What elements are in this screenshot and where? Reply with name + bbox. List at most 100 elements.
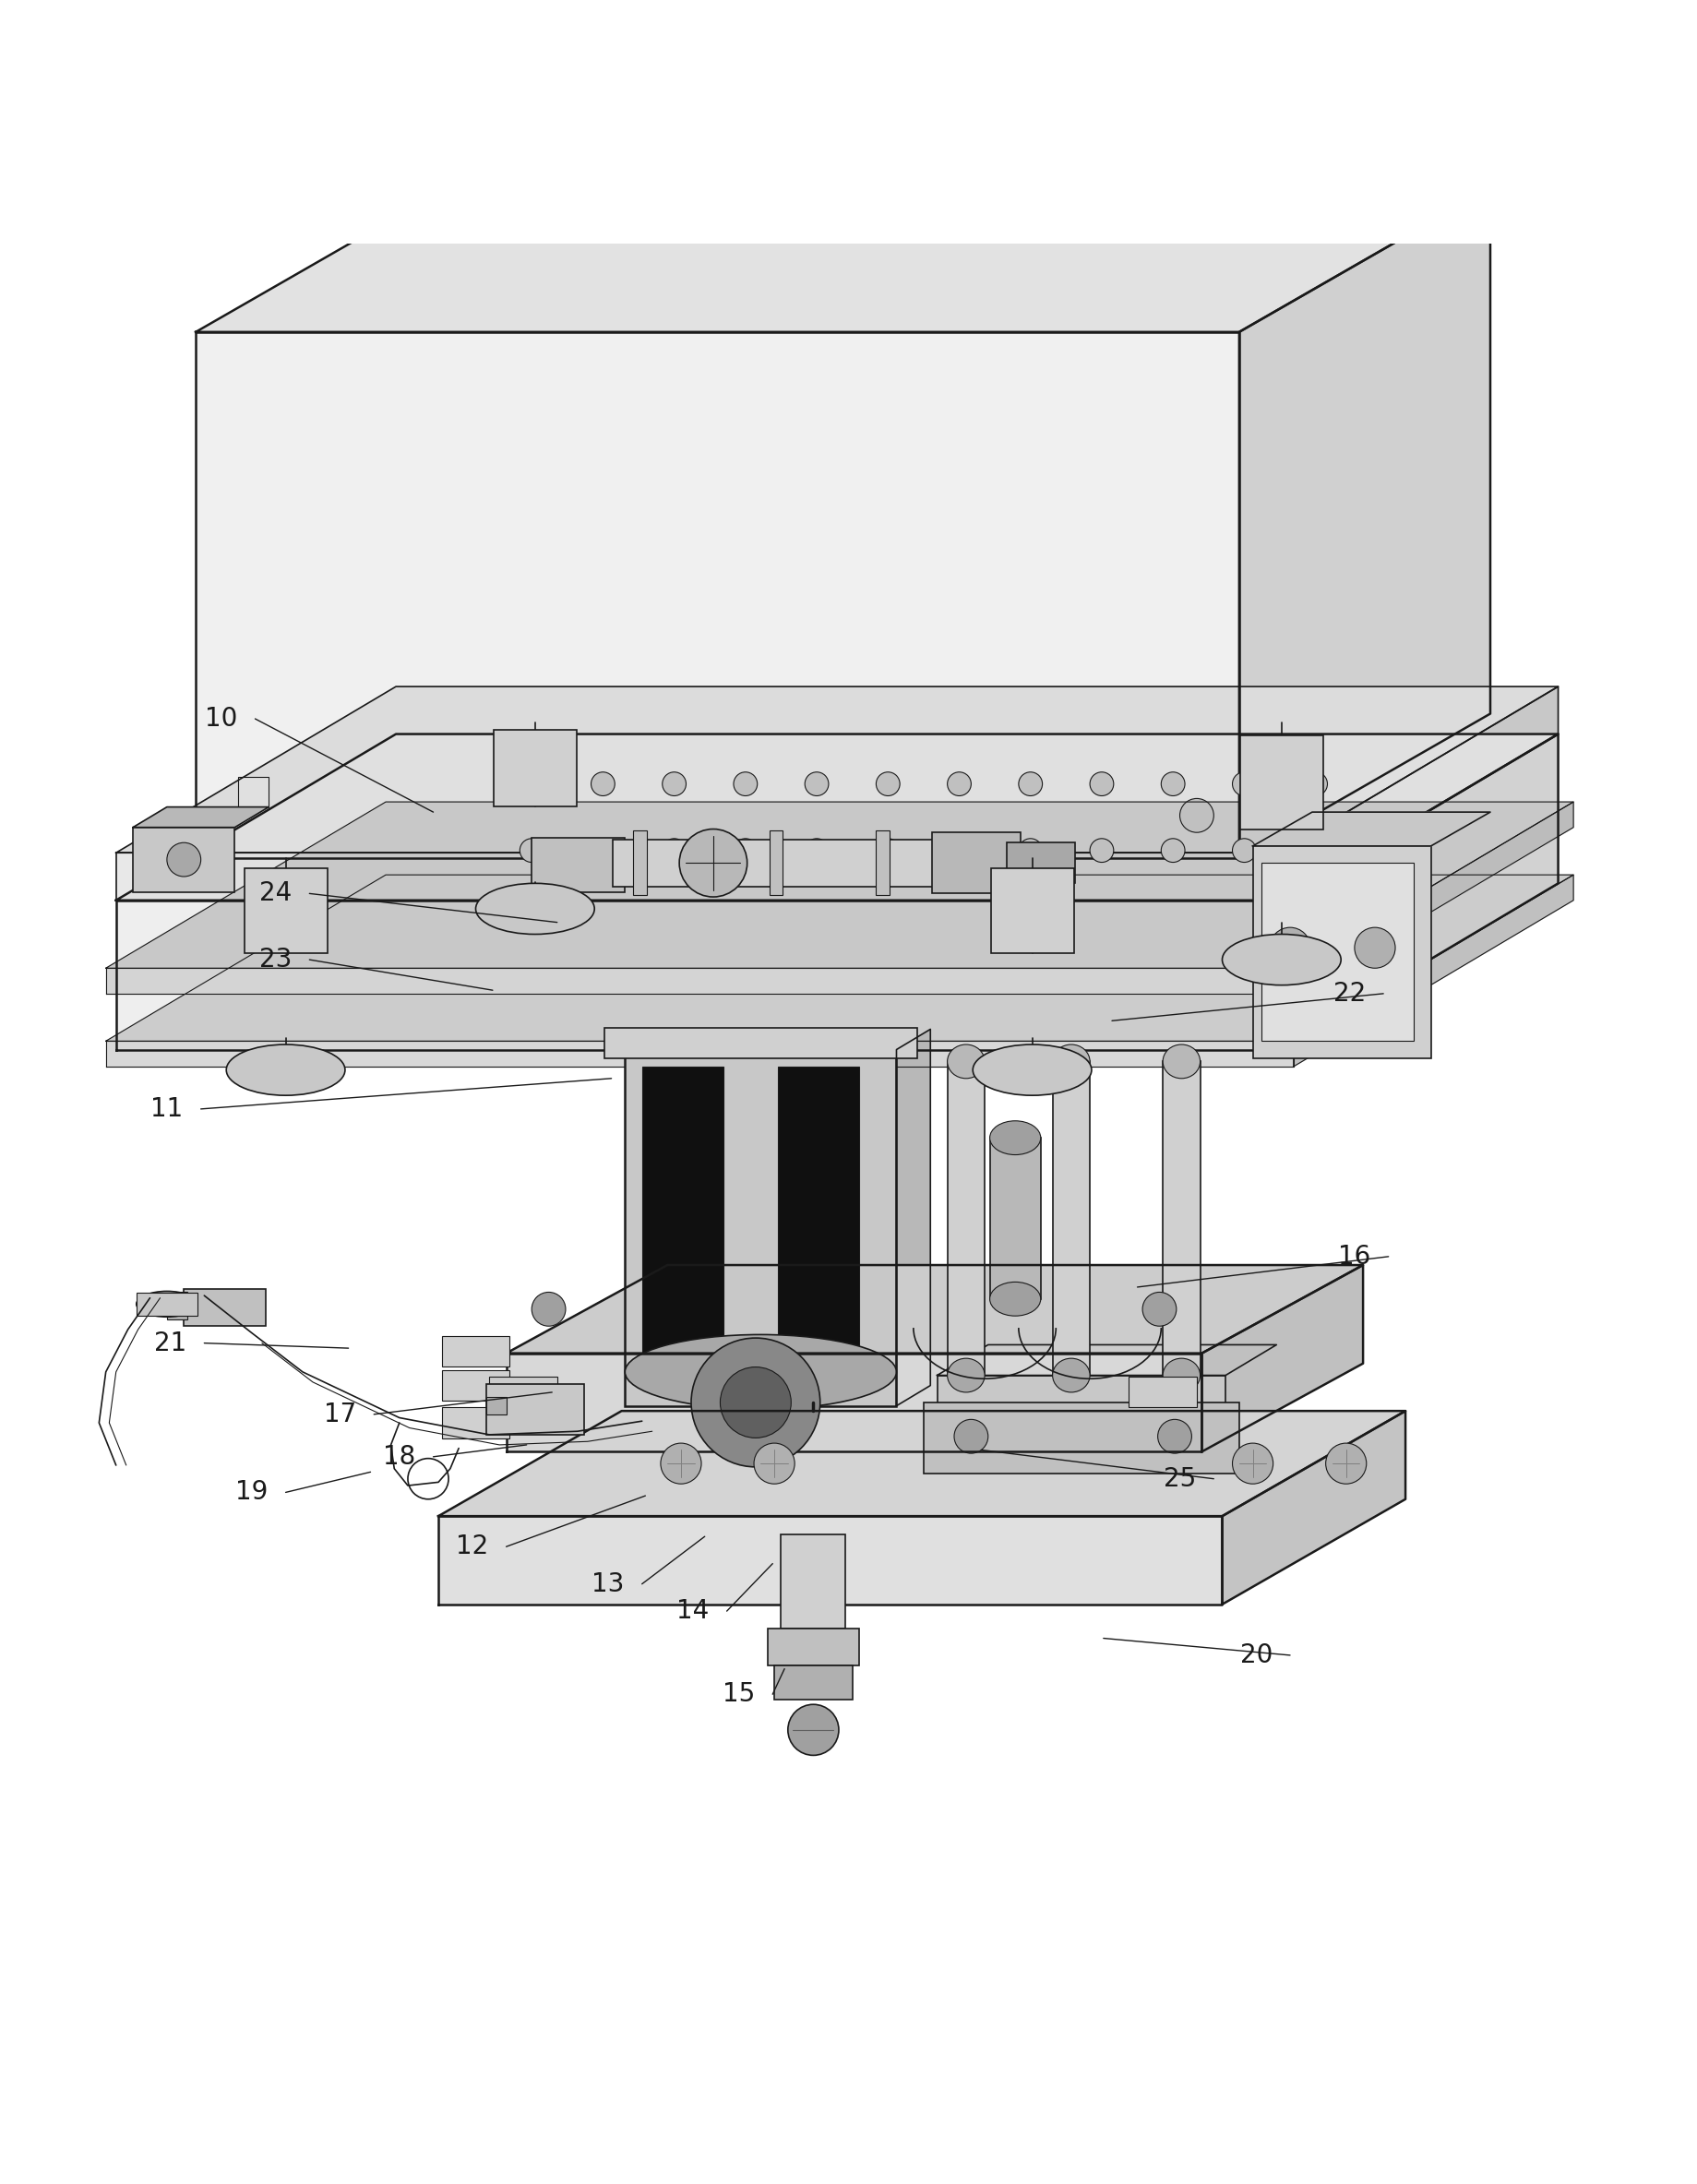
Bar bbox=[604, 1026, 916, 1057]
Circle shape bbox=[531, 1293, 565, 1326]
Bar bbox=[641, 1066, 723, 1380]
Circle shape bbox=[1142, 1293, 1176, 1326]
Ellipse shape bbox=[947, 1358, 984, 1391]
Bar bbox=[441, 1369, 509, 1400]
Polygon shape bbox=[937, 1345, 1276, 1376]
Circle shape bbox=[804, 839, 828, 863]
Ellipse shape bbox=[1222, 935, 1341, 985]
Ellipse shape bbox=[947, 1044, 984, 1079]
Bar bbox=[932, 832, 1020, 893]
Circle shape bbox=[954, 1420, 988, 1452]
Bar bbox=[767, 1627, 859, 1666]
Bar bbox=[777, 1066, 859, 1380]
Circle shape bbox=[1303, 839, 1327, 863]
Ellipse shape bbox=[989, 1120, 1040, 1155]
Bar bbox=[531, 836, 624, 891]
Circle shape bbox=[679, 830, 747, 898]
Circle shape bbox=[1018, 773, 1042, 795]
Text: 25: 25 bbox=[1162, 1465, 1195, 1492]
Polygon shape bbox=[1293, 802, 1573, 994]
Polygon shape bbox=[115, 734, 1558, 900]
Text: 16: 16 bbox=[1337, 1243, 1369, 1269]
Bar bbox=[774, 1666, 852, 1699]
Polygon shape bbox=[1278, 734, 1558, 1051]
Circle shape bbox=[1269, 928, 1310, 968]
Bar bbox=[166, 1293, 187, 1319]
Circle shape bbox=[804, 773, 828, 795]
Polygon shape bbox=[506, 1354, 1201, 1452]
Circle shape bbox=[876, 773, 899, 795]
Text: 15: 15 bbox=[721, 1682, 755, 1708]
Circle shape bbox=[1232, 773, 1256, 795]
Bar bbox=[244, 869, 328, 952]
Circle shape bbox=[166, 843, 200, 876]
Text: 24: 24 bbox=[260, 880, 292, 906]
Ellipse shape bbox=[1162, 1044, 1200, 1079]
Bar bbox=[238, 778, 268, 808]
Bar bbox=[441, 1337, 509, 1367]
Polygon shape bbox=[115, 852, 1278, 900]
Bar bbox=[485, 1385, 584, 1435]
Circle shape bbox=[1161, 773, 1185, 795]
Circle shape bbox=[1089, 773, 1113, 795]
Ellipse shape bbox=[226, 1044, 344, 1096]
Circle shape bbox=[1161, 839, 1185, 863]
Bar bbox=[923, 1402, 1239, 1474]
Circle shape bbox=[733, 773, 757, 795]
Bar bbox=[183, 1289, 265, 1326]
Polygon shape bbox=[195, 188, 1490, 332]
Bar bbox=[769, 830, 782, 895]
Circle shape bbox=[733, 839, 757, 863]
Bar bbox=[781, 1535, 845, 1627]
Text: 20: 20 bbox=[1239, 1642, 1271, 1669]
Ellipse shape bbox=[1162, 1358, 1200, 1391]
Bar bbox=[136, 1293, 197, 1315]
Ellipse shape bbox=[972, 1044, 1091, 1096]
Circle shape bbox=[691, 1339, 820, 1468]
Bar bbox=[1052, 1061, 1089, 1376]
Polygon shape bbox=[896, 1029, 930, 1406]
Polygon shape bbox=[1222, 1411, 1405, 1605]
Bar bbox=[1006, 843, 1074, 882]
Polygon shape bbox=[1239, 188, 1490, 858]
Bar bbox=[989, 869, 1073, 952]
Polygon shape bbox=[115, 686, 1558, 852]
Bar bbox=[494, 729, 577, 806]
Circle shape bbox=[1089, 839, 1113, 863]
Polygon shape bbox=[105, 876, 1573, 1042]
Circle shape bbox=[662, 773, 686, 795]
Polygon shape bbox=[1252, 812, 1490, 845]
Circle shape bbox=[1232, 1444, 1273, 1483]
Polygon shape bbox=[115, 900, 1278, 1051]
Circle shape bbox=[662, 839, 686, 863]
Bar bbox=[624, 1051, 896, 1406]
Circle shape bbox=[660, 1444, 701, 1483]
Circle shape bbox=[1157, 1420, 1191, 1452]
Bar bbox=[1261, 863, 1414, 1042]
Text: 11: 11 bbox=[151, 1096, 183, 1123]
Bar bbox=[1239, 736, 1322, 830]
Circle shape bbox=[1325, 1444, 1366, 1483]
Circle shape bbox=[1232, 839, 1256, 863]
Circle shape bbox=[519, 773, 543, 795]
Bar bbox=[441, 1406, 509, 1437]
Ellipse shape bbox=[475, 882, 594, 935]
Bar bbox=[485, 1398, 506, 1415]
Ellipse shape bbox=[1052, 1358, 1089, 1391]
Bar bbox=[613, 839, 944, 887]
Circle shape bbox=[876, 839, 899, 863]
Text: 10: 10 bbox=[205, 705, 238, 732]
Text: 17: 17 bbox=[324, 1402, 356, 1428]
Circle shape bbox=[720, 1367, 791, 1437]
Text: 12: 12 bbox=[456, 1533, 489, 1559]
Text: 19: 19 bbox=[236, 1479, 268, 1505]
Bar bbox=[1162, 1061, 1200, 1376]
Bar bbox=[937, 1376, 1225, 1406]
Circle shape bbox=[591, 773, 614, 795]
Text: 21: 21 bbox=[154, 1330, 187, 1356]
Circle shape bbox=[1303, 773, 1327, 795]
Polygon shape bbox=[438, 1411, 1405, 1516]
Bar bbox=[989, 1138, 1040, 1299]
Polygon shape bbox=[1293, 876, 1573, 1066]
Bar bbox=[633, 830, 647, 895]
